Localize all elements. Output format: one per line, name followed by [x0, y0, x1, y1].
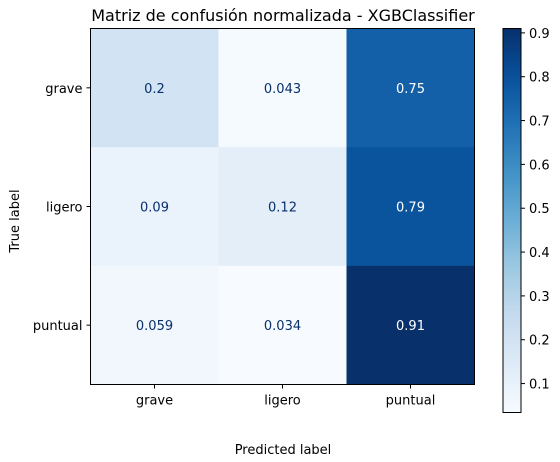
x-tick-label: grave [136, 394, 173, 409]
y-axis-ticks: grave ligero puntual [33, 82, 91, 334]
colorbar-tick-label: 0.4 [529, 246, 550, 261]
heatmap-cell [90, 147, 219, 267]
x-axis-ticks: grave ligero puntual [136, 384, 436, 409]
heatmap-cell [90, 265, 219, 385]
colorbar [502, 28, 522, 413]
colorbar-tick-label: 0.6 [529, 158, 550, 173]
cell-value-label: 0.91 [396, 319, 425, 334]
heatmap-cell [90, 28, 219, 148]
cell-value-label: 0.79 [396, 201, 425, 216]
heatmap-cell [346, 28, 475, 148]
cell-value-label: 0.09 [140, 201, 169, 216]
cell-value-label: 0.034 [264, 319, 301, 334]
heatmap-cell [346, 265, 475, 385]
cell-value-label: 0.059 [136, 319, 173, 334]
cell-value-label: 0.75 [396, 82, 425, 97]
heatmap-cell [346, 147, 475, 267]
heatmap-cell [218, 147, 347, 267]
y-tick-label: grave [45, 82, 82, 97]
cell-value-label: 0.2 [144, 82, 165, 97]
heatmap-cell [218, 265, 347, 385]
colorbar-ticks: 0.1 0.2 0.3 0.4 0.5 0.6 0.7 0.8 0.9 [521, 27, 550, 393]
heatmap-cells: 0.2 0.043 0.75 0.09 0.12 0.79 0.059 0.034 0.91 [90, 28, 475, 385]
cell-value-label: 0.043 [264, 82, 301, 97]
y-tick-label: puntual [33, 319, 83, 334]
colorbar-tick-label: 0.3 [529, 290, 550, 305]
x-axis-label: Predicted label [235, 443, 332, 458]
y-tick-label: ligero [46, 201, 83, 216]
colorbar-tick-label: 0.5 [529, 202, 550, 217]
colorbar-tick-label: 0.8 [529, 71, 550, 86]
y-axis-label: True label [8, 189, 23, 253]
colorbar-tick-label: 0.1 [529, 378, 550, 393]
colorbar-tick-label: 0.7 [529, 115, 550, 130]
cell-value-label: 0.12 [268, 201, 297, 216]
colorbar-tick-label: 0.2 [529, 334, 550, 349]
colorbar-tick-label: 0.9 [529, 27, 550, 42]
heatmap-cell [218, 28, 347, 148]
x-tick-label: ligero [264, 394, 301, 409]
chart-title: Matriz de confusión normalizada - XGBCla… [91, 6, 475, 25]
x-tick-label: puntual [386, 394, 436, 409]
